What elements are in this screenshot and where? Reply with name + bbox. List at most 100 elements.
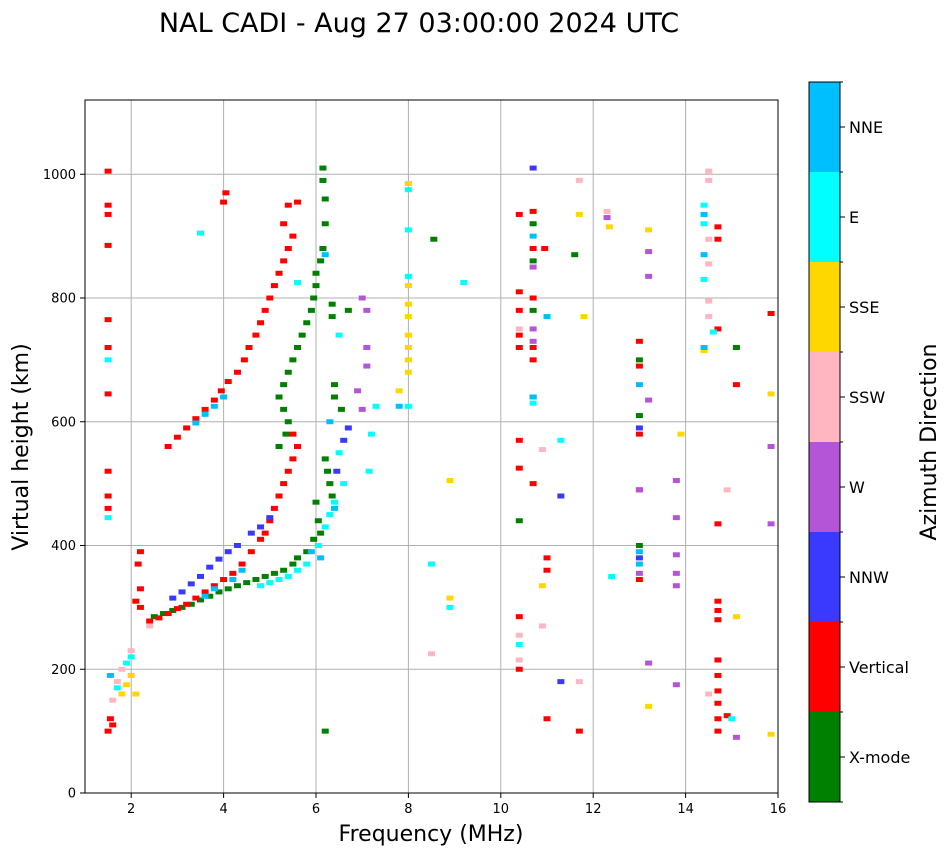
point-w <box>635 487 643 493</box>
point-ssw <box>515 657 523 663</box>
point-vertical <box>515 332 523 338</box>
point-x-mode <box>330 394 338 400</box>
colorbar-swatch <box>809 532 840 622</box>
point-vertical <box>723 713 731 719</box>
point-vertical <box>104 505 112 511</box>
point-x-mode <box>321 221 329 227</box>
point-x-mode <box>270 570 278 576</box>
point-w <box>635 570 643 576</box>
point-ssw <box>603 208 611 214</box>
point-sse <box>767 731 775 737</box>
point-nne <box>700 211 708 217</box>
point-w <box>363 345 371 350</box>
point-nnw <box>340 437 348 443</box>
point-vertical <box>245 345 253 350</box>
point-w <box>767 444 775 449</box>
point-x-mode <box>430 236 438 242</box>
point-vertical <box>247 549 255 555</box>
point-x-mode <box>326 481 334 487</box>
point-e <box>404 187 412 193</box>
point-x-mode <box>303 320 311 326</box>
point-vertical <box>201 406 209 412</box>
point-vertical <box>714 672 722 678</box>
point-nnw <box>224 549 232 555</box>
point-sse <box>446 478 454 484</box>
point-vertical <box>714 716 722 722</box>
point-e <box>365 468 373 474</box>
point-x-mode <box>215 589 223 595</box>
point-e <box>608 573 616 579</box>
x-tick-label: 16 <box>770 802 787 817</box>
x-axis-label: Frequency (MHz) <box>339 822 524 847</box>
point-sse <box>404 301 412 307</box>
point-sse <box>127 672 135 678</box>
point-vertical <box>529 357 537 363</box>
point-ssw <box>515 326 523 332</box>
point-x-mode <box>319 177 327 183</box>
colorbar-tick-label: SSE <box>849 298 879 317</box>
point-nnw <box>197 573 204 579</box>
point-ssw <box>109 697 117 703</box>
point-e <box>340 481 348 487</box>
point-e <box>709 329 717 335</box>
point-vertical <box>515 614 523 620</box>
point-ssw <box>113 679 121 685</box>
point-x-mode <box>261 573 269 579</box>
point-x-mode <box>321 196 329 202</box>
point-sse <box>404 181 412 187</box>
y-tick-label: 800 <box>51 292 76 307</box>
point-vertical <box>714 728 722 734</box>
point-w <box>672 682 680 688</box>
point-vertical <box>183 425 191 431</box>
point-x-mode <box>312 283 320 289</box>
point-ssw <box>723 487 731 493</box>
point-x-mode <box>321 728 329 734</box>
point-w <box>358 295 366 301</box>
point-nne <box>700 252 708 258</box>
point-vertical <box>155 615 163 621</box>
point-e <box>113 685 121 691</box>
point-e <box>700 202 708 208</box>
point-vertical <box>136 586 144 592</box>
point-e <box>197 230 204 236</box>
point-nne <box>317 555 325 561</box>
point-vertical <box>270 283 278 289</box>
point-x-mode <box>289 357 297 363</box>
point-nne <box>201 411 209 417</box>
point-nne <box>192 420 200 426</box>
point-vertical <box>164 611 172 617</box>
point-x-mode <box>529 258 537 264</box>
x-tick-label: 8 <box>404 802 412 817</box>
point-e <box>330 499 338 505</box>
point-vertical <box>220 199 228 205</box>
point-w <box>358 406 366 412</box>
point-vertical <box>714 607 722 613</box>
point-vertical <box>714 224 722 230</box>
point-e <box>428 561 435 567</box>
point-vertical <box>104 168 112 174</box>
point-x-mode <box>324 468 332 474</box>
point-w <box>767 521 775 527</box>
point-nne <box>529 394 537 400</box>
point-vertical <box>529 481 537 487</box>
point-sse <box>645 227 653 233</box>
point-ssw <box>705 236 713 242</box>
grid <box>85 100 778 793</box>
point-vertical <box>266 518 274 524</box>
point-vertical <box>289 233 297 239</box>
point-x-mode <box>312 499 320 505</box>
point-e <box>446 604 454 610</box>
point-x-mode <box>252 577 260 583</box>
point-e <box>728 716 736 722</box>
point-e <box>367 431 375 437</box>
x-tick-label: 12 <box>585 802 602 817</box>
point-e <box>460 280 468 286</box>
point-nnw <box>178 589 186 595</box>
point-x-mode <box>321 456 329 462</box>
point-ssw <box>705 261 713 267</box>
point-nnw <box>233 543 241 548</box>
point-vertical <box>294 199 302 205</box>
point-x-mode <box>310 536 318 542</box>
point-x-mode <box>529 221 537 227</box>
point-vertical <box>136 549 144 555</box>
